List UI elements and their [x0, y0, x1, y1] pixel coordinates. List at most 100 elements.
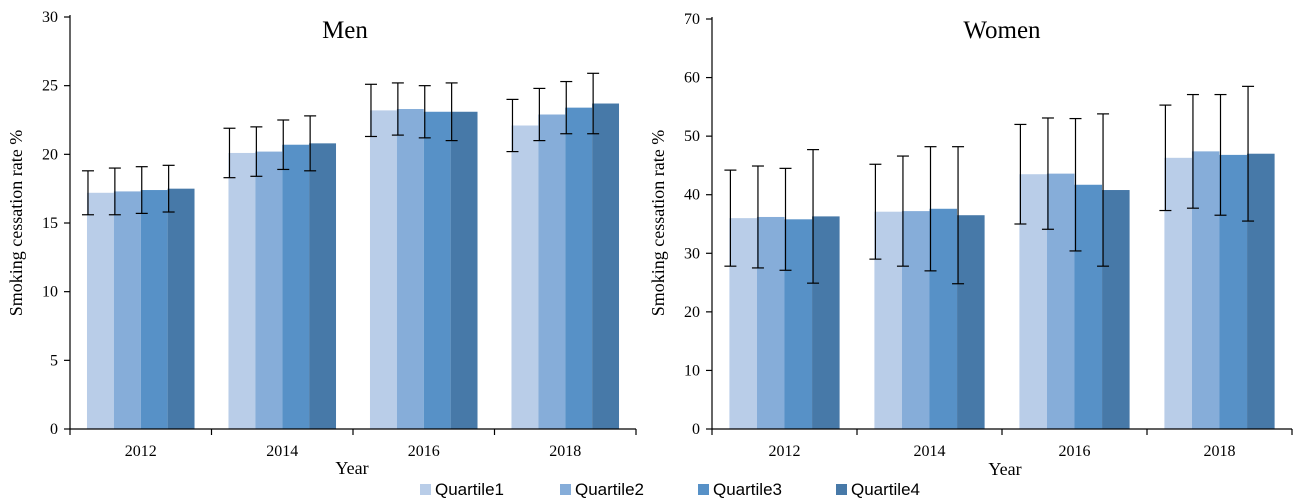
- chart-title: Men: [322, 17, 368, 44]
- y-tick-label: 0: [50, 421, 58, 438]
- error-bar-quartile1-2016: [1014, 123, 1027, 225]
- bar-quartile1-2014: [228, 152, 256, 429]
- y-tick-label: 30: [42, 9, 58, 26]
- error-bar-quartile1-2016: [364, 83, 377, 138]
- x-tick-label: 2016: [1059, 443, 1091, 460]
- y-axis-label: Smoking cessation rate %: [648, 130, 668, 316]
- x-tick-label: 2016: [408, 443, 440, 460]
- error-bar-quartile3-2012: [135, 166, 148, 214]
- bar-quartile4-2014: [957, 215, 985, 429]
- bar-quartile1-2018: [1164, 157, 1192, 429]
- error-bar-quartile2-2014: [896, 155, 909, 267]
- chart-title: Women: [963, 17, 1041, 44]
- chart-panel-women: 0 10 20 30 40 50 60 70 2012 2014 2016 2018 Women Year…: [648, 11, 1293, 479]
- bar-quartile4-2012: [167, 188, 195, 429]
- bar-quartile4-2014: [309, 143, 337, 429]
- y-tick-label: 10: [684, 362, 700, 379]
- y-tick-label: 70: [684, 11, 700, 28]
- bar-quartile3-2014: [282, 144, 310, 429]
- bar-quartile2-2014: [255, 151, 283, 429]
- legend-swatch-quartile4: [836, 484, 847, 495]
- bar-quartile2-2018: [538, 114, 566, 429]
- error-bar-quartile3-2016: [1069, 117, 1082, 252]
- legend-swatch-quartile2: [560, 484, 571, 495]
- y-tick-label: 40: [684, 187, 700, 204]
- error-bar-quartile2-2018: [533, 87, 546, 142]
- bar-quartile1-2012: [86, 192, 114, 429]
- y-tick-label: 60: [684, 70, 700, 87]
- error-bar-quartile1-2018: [506, 98, 519, 153]
- legend-label-quartile3: Quartile3: [713, 480, 782, 499]
- y-tick-label: 0: [692, 421, 700, 438]
- error-bar-quartile3-2012: [779, 167, 792, 271]
- bar-quartile2-2016: [1046, 173, 1075, 429]
- legend-swatch-quartile1: [420, 484, 431, 495]
- y-tick-label: 5: [50, 352, 58, 369]
- error-bar-quartile4-2012: [162, 164, 175, 213]
- bar-quartile3-2014: [929, 208, 958, 429]
- error-bar-quartile1-2014: [869, 163, 882, 260]
- error-bar-quartile2-2012: [108, 167, 121, 216]
- bar-quartile4-2018: [1247, 153, 1275, 429]
- bar-quartile1-2014: [874, 211, 902, 429]
- error-bar-quartile2-2016: [391, 82, 404, 136]
- error-bar-quartile1-2012: [724, 169, 737, 267]
- y-tick-label: 15: [42, 215, 58, 232]
- legend-swatch-quartile3: [698, 484, 709, 495]
- error-bar-quartile1-2018: [1159, 104, 1172, 212]
- error-bar-quartile1-2014: [223, 127, 236, 179]
- bar-quartile1-2018: [511, 125, 539, 430]
- error-bar-quartile4-2016: [445, 82, 458, 142]
- x-tick-label: 2012: [769, 443, 801, 460]
- x-axis-label: Year: [335, 458, 368, 478]
- y-tick-label: 30: [684, 245, 700, 262]
- bar-quartile4-2012: [812, 216, 840, 429]
- error-bar-quartile3-2018: [1214, 93, 1227, 216]
- error-bar-quartile2-2016: [1041, 117, 1054, 230]
- bar-quartile4-2018: [592, 103, 620, 430]
- bar-quartile3-2018: [565, 107, 593, 429]
- error-bar-quartile4-2016: [1097, 113, 1110, 267]
- bar-quartile1-2012: [729, 218, 757, 429]
- chart-panel-men: 0 5 10 15 20 25 30 2012 2014 2016 2018 Men Year Smoki…: [6, 9, 637, 478]
- bar-quartile4-2016: [1102, 190, 1130, 429]
- error-bar-quartile1-2012: [81, 170, 94, 216]
- bar-quartile3-2012: [784, 219, 813, 429]
- x-tick-label: 2012: [125, 443, 157, 460]
- error-bar-quartile3-2016: [418, 85, 431, 139]
- bar-quartile2-2018: [1191, 151, 1220, 429]
- error-bar-quartile4-2014: [952, 146, 965, 285]
- error-bar-quartile2-2018: [1186, 93, 1199, 209]
- error-bar-quartile3-2014: [277, 119, 290, 171]
- bar-quartile3-2012: [140, 190, 168, 429]
- bar-quartile1-2016: [369, 110, 397, 429]
- x-tick-label: 2018: [1204, 443, 1236, 460]
- error-bar-quartile4-2018: [587, 72, 600, 135]
- bar-quartile2-2016: [396, 109, 424, 429]
- bar-quartile4-2016: [450, 111, 478, 429]
- x-tick-label: 2014: [266, 443, 298, 460]
- y-tick-label: 20: [42, 146, 58, 163]
- error-bar-quartile4-2018: [1242, 85, 1255, 222]
- bar-quartile2-2012: [756, 216, 785, 429]
- x-axis-label: Year: [988, 459, 1021, 479]
- bar-quartile3-2016: [423, 111, 451, 429]
- error-bar-quartile3-2018: [560, 80, 573, 135]
- bar-quartile2-2014: [901, 211, 930, 429]
- y-tick-label: 20: [684, 304, 700, 321]
- y-tick-label: 25: [42, 78, 58, 95]
- bar-quartile1-2016: [1019, 174, 1047, 429]
- y-tick-label: 50: [684, 128, 700, 145]
- bar-quartile3-2016: [1074, 184, 1103, 429]
- legend: Quartile1 Quartile2 Quartile3 Quartile4: [420, 480, 920, 499]
- y-axis-label: Smoking cessation rate %: [6, 130, 26, 316]
- legend-label-quartile1: Quartile1: [435, 480, 504, 499]
- legend-label-quartile2: Quartile2: [575, 480, 644, 499]
- error-bar-quartile3-2014: [924, 146, 937, 272]
- x-tick-label: 2014: [914, 443, 946, 460]
- error-bar-quartile4-2014: [304, 115, 317, 172]
- error-bar-quartile2-2014: [250, 126, 263, 177]
- y-tick-label: 10: [42, 284, 58, 301]
- legend-label-quartile4: Quartile4: [851, 480, 920, 499]
